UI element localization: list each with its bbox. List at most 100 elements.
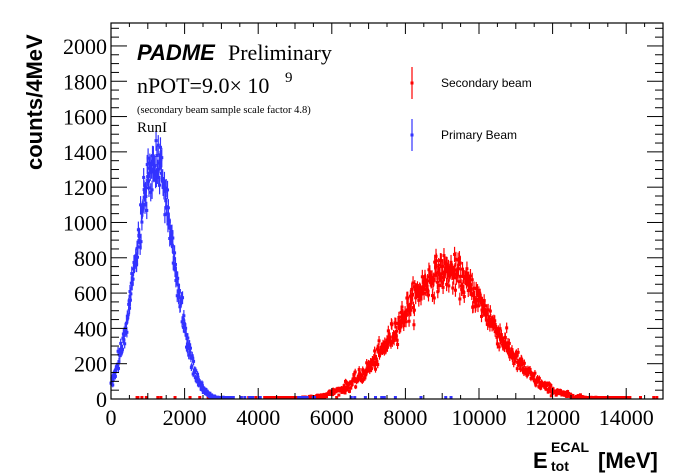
run-label: RunI [137,120,167,136]
data-point [412,323,416,327]
data-point [652,396,656,399]
y-tick-label: 1600 [63,105,107,130]
data-point [393,396,397,399]
data-point [375,359,379,363]
x-tick-label: 10000 [452,405,507,430]
data-point [157,161,161,165]
data-point [120,347,124,351]
data-point [302,396,306,399]
data-point [193,376,197,380]
data-point [578,393,582,397]
tick-labels: 0 2000 4000 6000 8000 10000 12000 14000 0 200 400 6… [63,34,654,430]
data-point [462,295,466,299]
data-point [183,323,187,327]
data-point [525,370,529,374]
data-point [128,306,132,310]
x-tick-label: 8000 [383,405,427,430]
data-point [112,375,116,379]
data-point [166,222,170,226]
data-point [208,391,212,395]
data-point [335,396,339,399]
y-tick-label: 1400 [63,140,107,165]
data-point [154,176,158,180]
x-axis-title-unit: [MeV] [598,448,658,473]
data-point [571,393,575,397]
data-point [484,318,488,322]
data-point [441,264,445,268]
data-point [482,309,486,313]
data-point [318,395,322,399]
data-point [472,286,476,290]
data-point [486,323,490,327]
data-point [162,179,166,183]
data-point [166,206,170,210]
data-point [549,394,553,398]
data-point [465,267,469,271]
data-point [430,275,434,279]
data-point [353,377,357,381]
data-point [158,183,162,187]
data-point [142,175,146,179]
data-point [495,328,499,332]
data-point [449,396,453,399]
data-point [119,341,123,345]
data-point [555,388,559,392]
data-point [344,380,348,384]
data-point [458,297,462,301]
data-point [116,365,120,369]
data-point [188,346,192,350]
data-point [305,396,309,399]
data-point [173,396,177,399]
data-point [159,396,163,399]
data-point [124,328,128,332]
data-point [397,315,401,319]
data-point [396,322,400,326]
data-point [409,308,413,312]
data-point [156,396,160,399]
data-point [625,396,629,399]
data-point [383,340,387,344]
data-point [549,383,553,387]
y-tick-label: 0 [96,387,107,412]
x-tick-label: 12000 [525,405,580,430]
data-point [150,167,154,171]
data-point [181,296,185,300]
data-point [453,252,457,256]
data-point [536,378,540,382]
data-point [560,393,564,397]
data-point [532,374,536,378]
data-point [470,278,474,282]
data-point [423,278,427,282]
data-point [186,336,190,340]
data-point [435,280,439,284]
data-point [370,367,374,371]
data-point [488,309,492,313]
x-axis-title-sub: tot [551,458,569,474]
data-point [390,340,394,344]
data-point [175,294,179,298]
data-point [400,319,404,323]
y-tick-label: 1200 [63,175,107,200]
data-point [432,277,436,281]
data-point [126,313,130,317]
data-point [372,363,376,367]
data-point [185,347,189,351]
data-point [493,319,497,323]
data-point [459,274,463,278]
data-point [538,384,542,388]
legend-point-secondary [410,81,414,85]
data-point [363,376,367,380]
data-point [357,376,361,380]
data-point [153,164,157,168]
data-point [468,280,472,284]
data-point [138,245,142,249]
data-point [475,297,479,301]
legend-entry-primary: Primary Beam [410,119,517,151]
data-point [125,330,129,334]
data-point [181,325,185,329]
data-point [498,327,502,331]
data-point [117,360,121,364]
data-point [503,336,507,340]
data-point [187,353,191,357]
data-point [461,267,465,271]
